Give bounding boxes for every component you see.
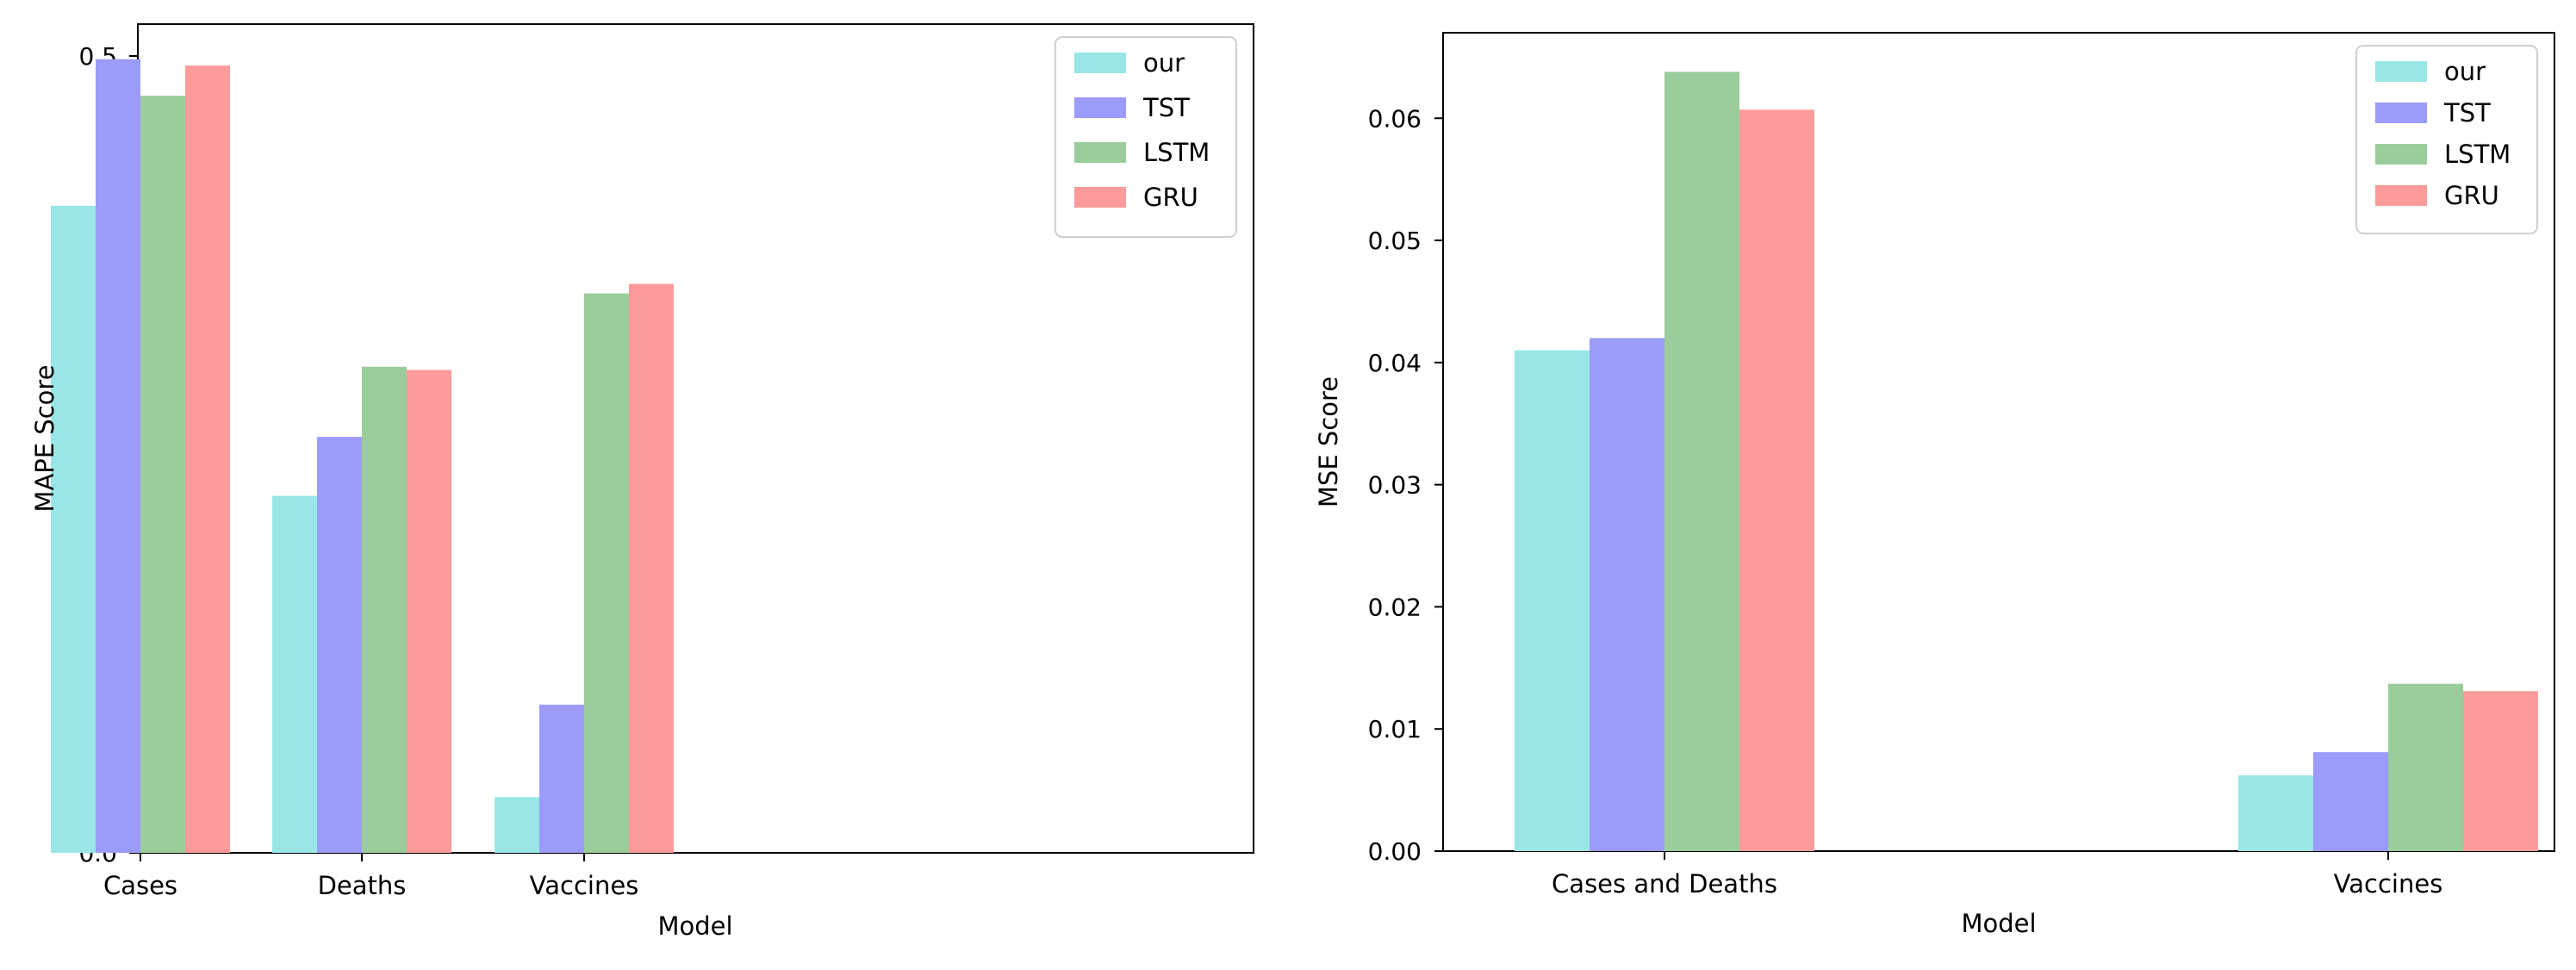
mape-legend-label-our: our (1143, 48, 1185, 78)
mse-bar-our-cases-and-deaths (1515, 350, 1590, 851)
mape-bar-gru-vaccines (629, 283, 674, 853)
mse-y-tick-label: 0.02 (1368, 593, 1422, 621)
mse-legend-label-our: our (2444, 57, 2486, 86)
mse-legend-label-lstm: LSTM (2444, 140, 2511, 169)
mape-x-tick-label: Vaccines (530, 871, 639, 900)
mse-y-tick-label: 0.00 (1368, 837, 1422, 866)
mse-y-tick-label: 0.01 (1368, 715, 1422, 743)
mse-y-tick-label: 0.04 (1368, 349, 1422, 377)
mape-bar-our-cases (51, 205, 96, 853)
mape-x-tick-label: Deaths (318, 871, 407, 900)
mse-bar-gru-vaccines (2463, 691, 2538, 851)
mape-x-tick-label: Cases (103, 871, 177, 900)
mape-bar-tst-vaccines (539, 704, 584, 853)
mse-x-ticks: Cases and Deaths Vaccines (1552, 851, 2442, 898)
mape-y-axis-label: MAPE Score (30, 364, 59, 512)
mape-legend-label-lstm: LSTM (1143, 138, 1210, 167)
mape-bar-lstm-deaths (362, 366, 407, 853)
mape-bar-gru-cases (185, 65, 230, 854)
mse-chart: 0.00 0.01 0.02 0.03 0.04 0.05 0.06 Cases and D… (1314, 32, 2555, 938)
mse-y-ticks: 0.00 0.01 0.02 0.03 0.04 0.05 0.06 (1368, 104, 1443, 866)
mse-x-tick-label: Cases and Deaths (1552, 869, 1777, 898)
mse-legend-swatch-tst (2375, 103, 2427, 123)
mape-legend-label-tst: TST (1142, 93, 1190, 122)
mse-bar-lstm-cases-and-deaths (1664, 72, 1739, 852)
mape-bar-lstm-vaccines (584, 293, 629, 853)
mape-bar-tst-cases (96, 59, 140, 853)
mse-legend-swatch-lstm (2375, 144, 2427, 165)
mape-bars (51, 59, 674, 854)
mse-bar-tst-cases-and-deaths (1590, 338, 1664, 851)
mse-bar-lstm-vaccines (2388, 683, 2463, 851)
mape-legend-swatch-tst (1074, 97, 1126, 118)
mape-bar-our-vaccines (495, 797, 539, 853)
mse-legend-swatch-our (2375, 61, 2427, 82)
mape-legend-label-gru: GRU (1143, 183, 1198, 212)
mse-plot-frame (1442, 32, 2555, 852)
mape-legend-swatch-lstm (1074, 142, 1126, 163)
mse-bars (1515, 72, 2538, 852)
mape-bar-our-deaths (272, 495, 317, 853)
mape-bar-tst-deaths (317, 437, 362, 853)
mape-bar-gru-deaths (407, 370, 451, 853)
mse-legend-label-gru: GRU (2444, 181, 2499, 210)
mape-legend: our TST LSTM GRU (1055, 36, 1237, 238)
mse-x-tick-label: Vaccines (2334, 869, 2443, 898)
mape-x-axis-label: Model (657, 911, 732, 941)
mse-bar-tst-vaccines (2313, 752, 2388, 851)
mse-bar-gru-cases-and-deaths (1739, 109, 1814, 851)
mse-y-tick-label: 0.06 (1368, 104, 1422, 133)
mse-legend: our TST LSTM GRU (2355, 45, 2538, 234)
mape-legend-swatch-gru (1074, 187, 1126, 208)
mse-y-axis-label: MSE Score (1314, 376, 1343, 507)
mse-y-tick-label: 0.03 (1368, 471, 1422, 500)
mape-x-ticks: Cases Deaths Vaccines (103, 853, 638, 900)
mse-x-axis-label: Model (1961, 909, 2036, 938)
mse-y-tick-label: 0.05 (1368, 227, 1422, 255)
mse-legend-swatch-gru (2375, 185, 2427, 206)
mse-bar-our-vaccines (2238, 775, 2313, 851)
mse-legend-label-tst: TST (2443, 98, 2491, 127)
mape-bar-lstm-cases (140, 96, 185, 853)
mape-legend-swatch-our (1074, 53, 1126, 73)
